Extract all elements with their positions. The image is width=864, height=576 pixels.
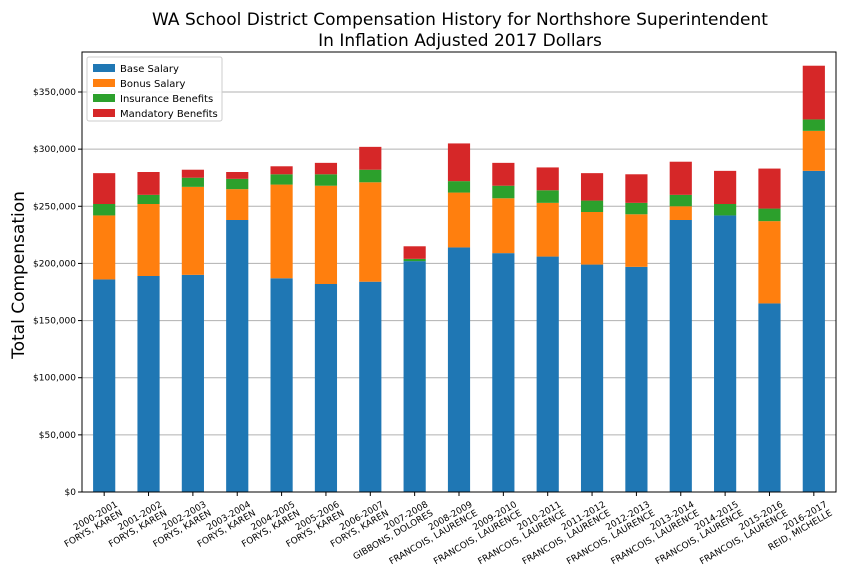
bar-segment: [714, 170, 737, 204]
bar-segment: [314, 174, 338, 186]
bar-segment: [137, 276, 160, 492]
bar-segment: [270, 174, 293, 185]
bar-segment: [403, 246, 426, 259]
bar-segment: [580, 264, 604, 492]
bar-segment: [226, 189, 249, 220]
bar-segment: [492, 185, 515, 199]
bar-segment: [714, 215, 737, 492]
bar-segment: [226, 178, 249, 190]
bar-segment: [447, 181, 471, 193]
bar-segment: [625, 214, 648, 267]
legend-label: Base Salary: [120, 64, 179, 75]
bar-segment: [314, 284, 338, 492]
bar-segment: [669, 194, 692, 207]
bar-segment: [181, 169, 204, 178]
y-tick-label: $300,000: [33, 145, 76, 155]
bar-segment: [714, 204, 737, 216]
bar-segment: [226, 220, 249, 492]
y-tick-label: $350,000: [33, 88, 76, 98]
bar-segment: [93, 173, 116, 204]
bar-segment: [314, 162, 338, 175]
bar-segment: [181, 177, 204, 187]
bar-segment: [492, 198, 515, 254]
bar-segment: [270, 166, 293, 175]
bar-segment: [359, 146, 382, 170]
bar-segment: [580, 200, 604, 212]
bar-segment: [625, 202, 648, 215]
chart-subtitle: In Inflation Adjusted 2017 Dollars: [318, 31, 602, 51]
bar-segment: [669, 220, 692, 492]
y-tick-label: $200,000: [33, 259, 76, 269]
bar-segment: [447, 192, 471, 248]
bar-segment: [669, 161, 692, 195]
bar-segment: [536, 190, 559, 203]
bar-segment: [447, 143, 471, 182]
legend-box: [86, 56, 223, 122]
bar-segment: [758, 221, 781, 304]
bar-segment: [93, 204, 116, 216]
bar-segment: [226, 172, 249, 179]
y-tick-label: $50,000: [39, 431, 76, 441]
bar-segment: [93, 215, 116, 280]
bar-segment: [758, 303, 781, 492]
bar-segment: [314, 185, 338, 284]
y-ticks: $0 $50,000 $100,000 $150,000 $200,000 $250,00…: [33, 88, 82, 498]
bar-segment: [802, 130, 825, 171]
bar-segment: [625, 174, 648, 203]
y-tick-label: $150,000: [33, 317, 76, 327]
bar-segment: [359, 182, 382, 282]
legend-swatch: [93, 64, 115, 72]
bar-segment: [536, 256, 559, 492]
bar-segment: [93, 279, 116, 492]
bar-segment: [758, 168, 781, 209]
legend: Base Salary Bonus Salary Insurance Benefit…: [86, 56, 223, 122]
bar-segment: [403, 258, 426, 262]
bar-segment: [669, 206, 692, 220]
bars: [93, 65, 825, 492]
bar-segment: [137, 172, 160, 195]
bar-segment: [536, 167, 559, 191]
bar-segment: [359, 169, 382, 183]
bar-segment: [536, 202, 559, 257]
y-tick-label: $250,000: [33, 202, 76, 212]
bar-segment: [359, 281, 382, 492]
bar-segment: [181, 186, 204, 275]
bar-segment: [492, 253, 515, 492]
bar-segment: [447, 247, 471, 492]
bar-segment: [137, 204, 160, 276]
bar-segment: [270, 278, 293, 492]
legend-swatch: [93, 109, 115, 117]
bar-segment: [625, 266, 648, 492]
legend-label: Mandatory Benefits: [120, 109, 218, 120]
legend-swatch: [93, 79, 115, 87]
y-tick-label: $0: [65, 488, 77, 498]
bar-segment: [492, 162, 515, 186]
bar-segment: [758, 208, 781, 222]
legend-label: Insurance Benefits: [120, 94, 213, 105]
bar-segment: [181, 274, 204, 492]
bar-segment: [802, 65, 825, 120]
legend-swatch: [93, 94, 115, 102]
chart-title: WA School District Compensation History …: [152, 10, 768, 30]
bar-segment: [802, 119, 825, 131]
y-tick-label: $100,000: [33, 374, 76, 384]
y-axis-label: Total Compensation: [9, 191, 29, 360]
bar-segment: [137, 194, 160, 204]
plot-frame: [81, 51, 837, 493]
bar-segment: [580, 173, 604, 201]
bar-segment: [270, 184, 293, 279]
bar-segment: [802, 170, 825, 492]
legend-label: Bonus Salary: [120, 79, 186, 90]
bar-segment: [403, 261, 426, 492]
bar-segment: [580, 212, 604, 265]
